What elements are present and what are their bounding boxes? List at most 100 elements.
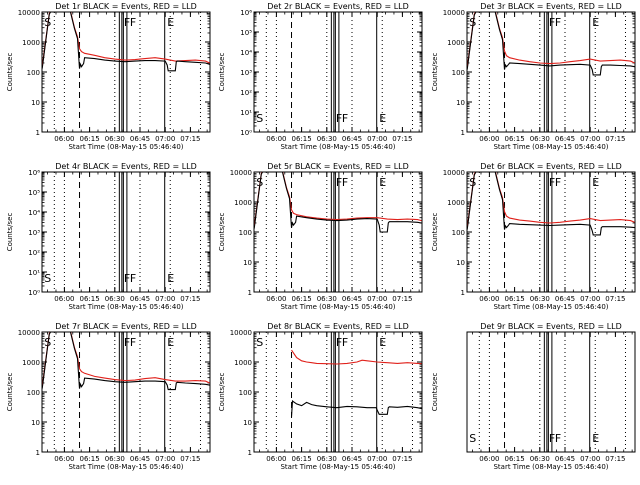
y-tick-label: 10: [243, 419, 252, 427]
x-tick-label: 06:45: [130, 295, 150, 303]
y-axis-label: Counts/sec: [431, 373, 439, 412]
marker-letter-f: F: [342, 336, 348, 349]
y-tick-label: 1000: [447, 39, 465, 47]
x-tick-label: 07:00: [367, 455, 387, 463]
detector-panel-4: Det 4r BLACK = Events, RED = LLD 10⁰ 10¹ 10…: [6, 162, 211, 311]
x-tick-label: 07:00: [580, 455, 600, 463]
x-axis-label: Start Time (08-May-15 05:46:40): [280, 463, 395, 471]
lld-series-line: [467, 12, 635, 68]
x-axis-label: Start Time (08-May-15 05:46:40): [493, 463, 608, 471]
x-tick-label: 06:30: [105, 135, 125, 143]
y-tick-label: 100: [452, 229, 465, 237]
y-tick-label: 10²: [240, 89, 252, 97]
panel-title: Det 2r BLACK = Events, RED = LLD: [267, 2, 409, 11]
x-tick-label: 06:15: [80, 455, 100, 463]
plot-frame: [41, 11, 211, 133]
x-tick-label: 07:00: [155, 135, 175, 143]
detector-panel-5: Det 5r BLACK = Events, RED = LLD 1 10 100 10…: [218, 162, 423, 311]
panel-title: Det 7r BLACK = Events, RED = LLD: [55, 322, 197, 331]
y-axis-label: Counts/sec: [6, 373, 14, 412]
events-series-line: [42, 12, 210, 72]
x-tick-label: 06:30: [530, 455, 550, 463]
x-axis-label: Start Time (08-May-15 05:46:40): [493, 143, 608, 151]
events-series-line: [467, 172, 635, 236]
detector-panel-8: Det 8r BLACK = Events, RED = LLD 1 10 100 10…: [218, 322, 423, 471]
y-tick-label: 100: [452, 69, 465, 77]
x-tick-label: 06:00: [266, 455, 286, 463]
y-tick-label: 1: [461, 129, 465, 137]
y-tick-label: 10⁶: [240, 9, 252, 17]
x-tick-label: 07:15: [180, 295, 200, 303]
y-tick-label: 10000: [18, 329, 40, 337]
marker-letter-f: F: [555, 176, 561, 189]
x-tick-label: 07:00: [155, 295, 175, 303]
x-tick-label: 07:00: [580, 295, 600, 303]
plot-frame: [253, 331, 423, 453]
marker-letter-f: F: [549, 176, 555, 189]
marker-letter-f: F: [130, 272, 136, 285]
y-axis-label: Counts/sec: [431, 53, 439, 92]
y-axis-label: Counts/sec: [6, 53, 14, 92]
x-tick-label: 07:00: [580, 135, 600, 143]
plot-frame: [253, 171, 423, 293]
panel-title: Det 9r BLACK = Events, RED = LLD: [480, 322, 622, 331]
marker-letter-f: F: [130, 16, 136, 29]
x-tick-label: 07:15: [392, 295, 412, 303]
x-tick-label: 06:15: [292, 455, 312, 463]
panel-title: Det 4r BLACK = Events, RED = LLD: [55, 162, 197, 171]
y-tick-label: 10: [456, 259, 465, 267]
y-tick-label: 1000: [234, 359, 252, 367]
x-tick-label: 06:30: [105, 295, 125, 303]
x-tick-label: 06:45: [555, 295, 575, 303]
panel-title: Det 8r BLACK = Events, RED = LLD: [267, 322, 409, 331]
x-axis-label: Start Time (08-May-15 05:46:40): [68, 303, 183, 311]
y-tick-label: 1: [461, 289, 465, 297]
x-tick-label: 07:15: [605, 295, 625, 303]
y-tick-label: 100: [239, 389, 252, 397]
x-tick-label: 06:45: [342, 135, 362, 143]
x-tick-label: 06:30: [530, 295, 550, 303]
x-tick-label: 06:00: [266, 135, 286, 143]
y-tick-label: 10⁶: [28, 169, 40, 177]
x-tick-label: 06:00: [54, 295, 74, 303]
marker-letter-f: F: [130, 336, 136, 349]
y-axis-label: Counts/sec: [218, 53, 226, 92]
x-axis-label: Start Time (08-May-15 05:46:40): [493, 303, 608, 311]
x-tick-label: 06:00: [479, 455, 499, 463]
y-tick-label: 10000: [443, 9, 465, 17]
x-tick-label: 06:30: [530, 135, 550, 143]
y-tick-label: 1000: [234, 199, 252, 207]
x-tick-label: 06:45: [555, 455, 575, 463]
marker-letter-f: F: [336, 112, 342, 125]
y-tick-label: 100: [239, 229, 252, 237]
marker-letter-f: F: [336, 336, 342, 349]
y-tick-label: 1: [36, 449, 40, 457]
x-tick-label: 07:00: [367, 295, 387, 303]
y-axis-label: Counts/sec: [218, 213, 226, 252]
marker-letter-e: E: [379, 176, 386, 189]
marker-letter-e: E: [379, 112, 386, 125]
y-tick-label: 10⁵: [28, 189, 40, 197]
y-tick-label: 10: [31, 99, 40, 107]
y-tick-label: 10¹: [28, 269, 40, 277]
y-tick-label: 10⁴: [240, 49, 252, 57]
lld-series-line: [291, 349, 422, 365]
y-tick-label: 10³: [240, 69, 252, 77]
x-axis-label: Start Time (08-May-15 05:46:40): [68, 463, 183, 471]
x-tick-label: 07:15: [180, 455, 200, 463]
y-axis-label: Counts/sec: [431, 213, 439, 252]
x-tick-label: 06:00: [479, 135, 499, 143]
marker-letter-f: F: [555, 432, 561, 445]
x-tick-label: 06:30: [317, 455, 337, 463]
panel-title: Det 1r BLACK = Events, RED = LLD: [55, 2, 197, 11]
marker-letter-f: F: [336, 176, 342, 189]
y-tick-label: 100: [27, 69, 40, 77]
lld-series-line: [42, 332, 210, 387]
x-tick-label: 06:45: [342, 455, 362, 463]
plot-frame: [41, 331, 211, 453]
y-tick-label: 10⁰: [240, 129, 252, 137]
y-tick-label: 10000: [230, 329, 252, 337]
y-tick-label: 10000: [18, 9, 40, 17]
x-tick-label: 07:15: [180, 135, 200, 143]
